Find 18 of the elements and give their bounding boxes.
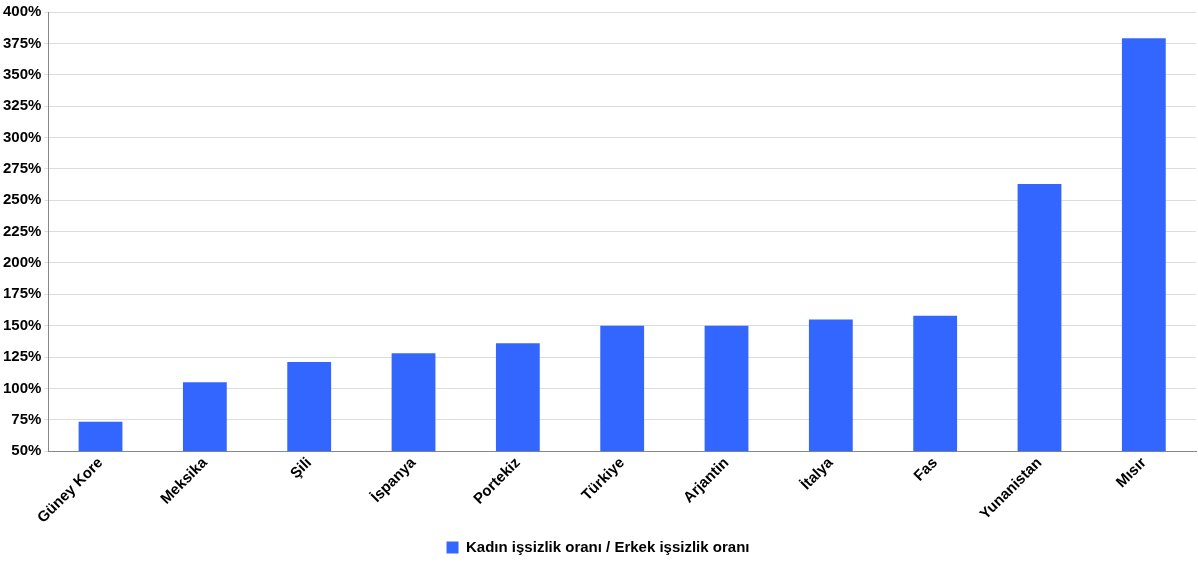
y-tick-label: 350% [2, 64, 42, 82]
y-tick-label: 125% [2, 347, 42, 365]
legend-label: Kadın işsizlik oranı / Erkek işsizlik oranı [466, 537, 750, 555]
y-tick-label: 275% [2, 158, 42, 176]
y-tick-label: 150% [2, 315, 42, 333]
y-tick-label: 250% [2, 190, 42, 208]
x-tick-label: Fas [909, 453, 941, 484]
y-tick-label: 375% [2, 33, 42, 51]
y-tick-label: 225% [2, 221, 42, 239]
x-tick-label: Şili [286, 453, 315, 482]
y-tick-label: 75% [11, 409, 42, 427]
y-tick-label: 175% [2, 284, 42, 302]
y-tick-label: 300% [2, 127, 42, 145]
y-tick-label: 50% [11, 441, 42, 459]
y-tick-label: 100% [2, 378, 42, 396]
y-tick-label: 200% [2, 253, 42, 271]
y-tick-label: 325% [2, 96, 42, 114]
y-tick-label: 400% [2, 2, 42, 20]
